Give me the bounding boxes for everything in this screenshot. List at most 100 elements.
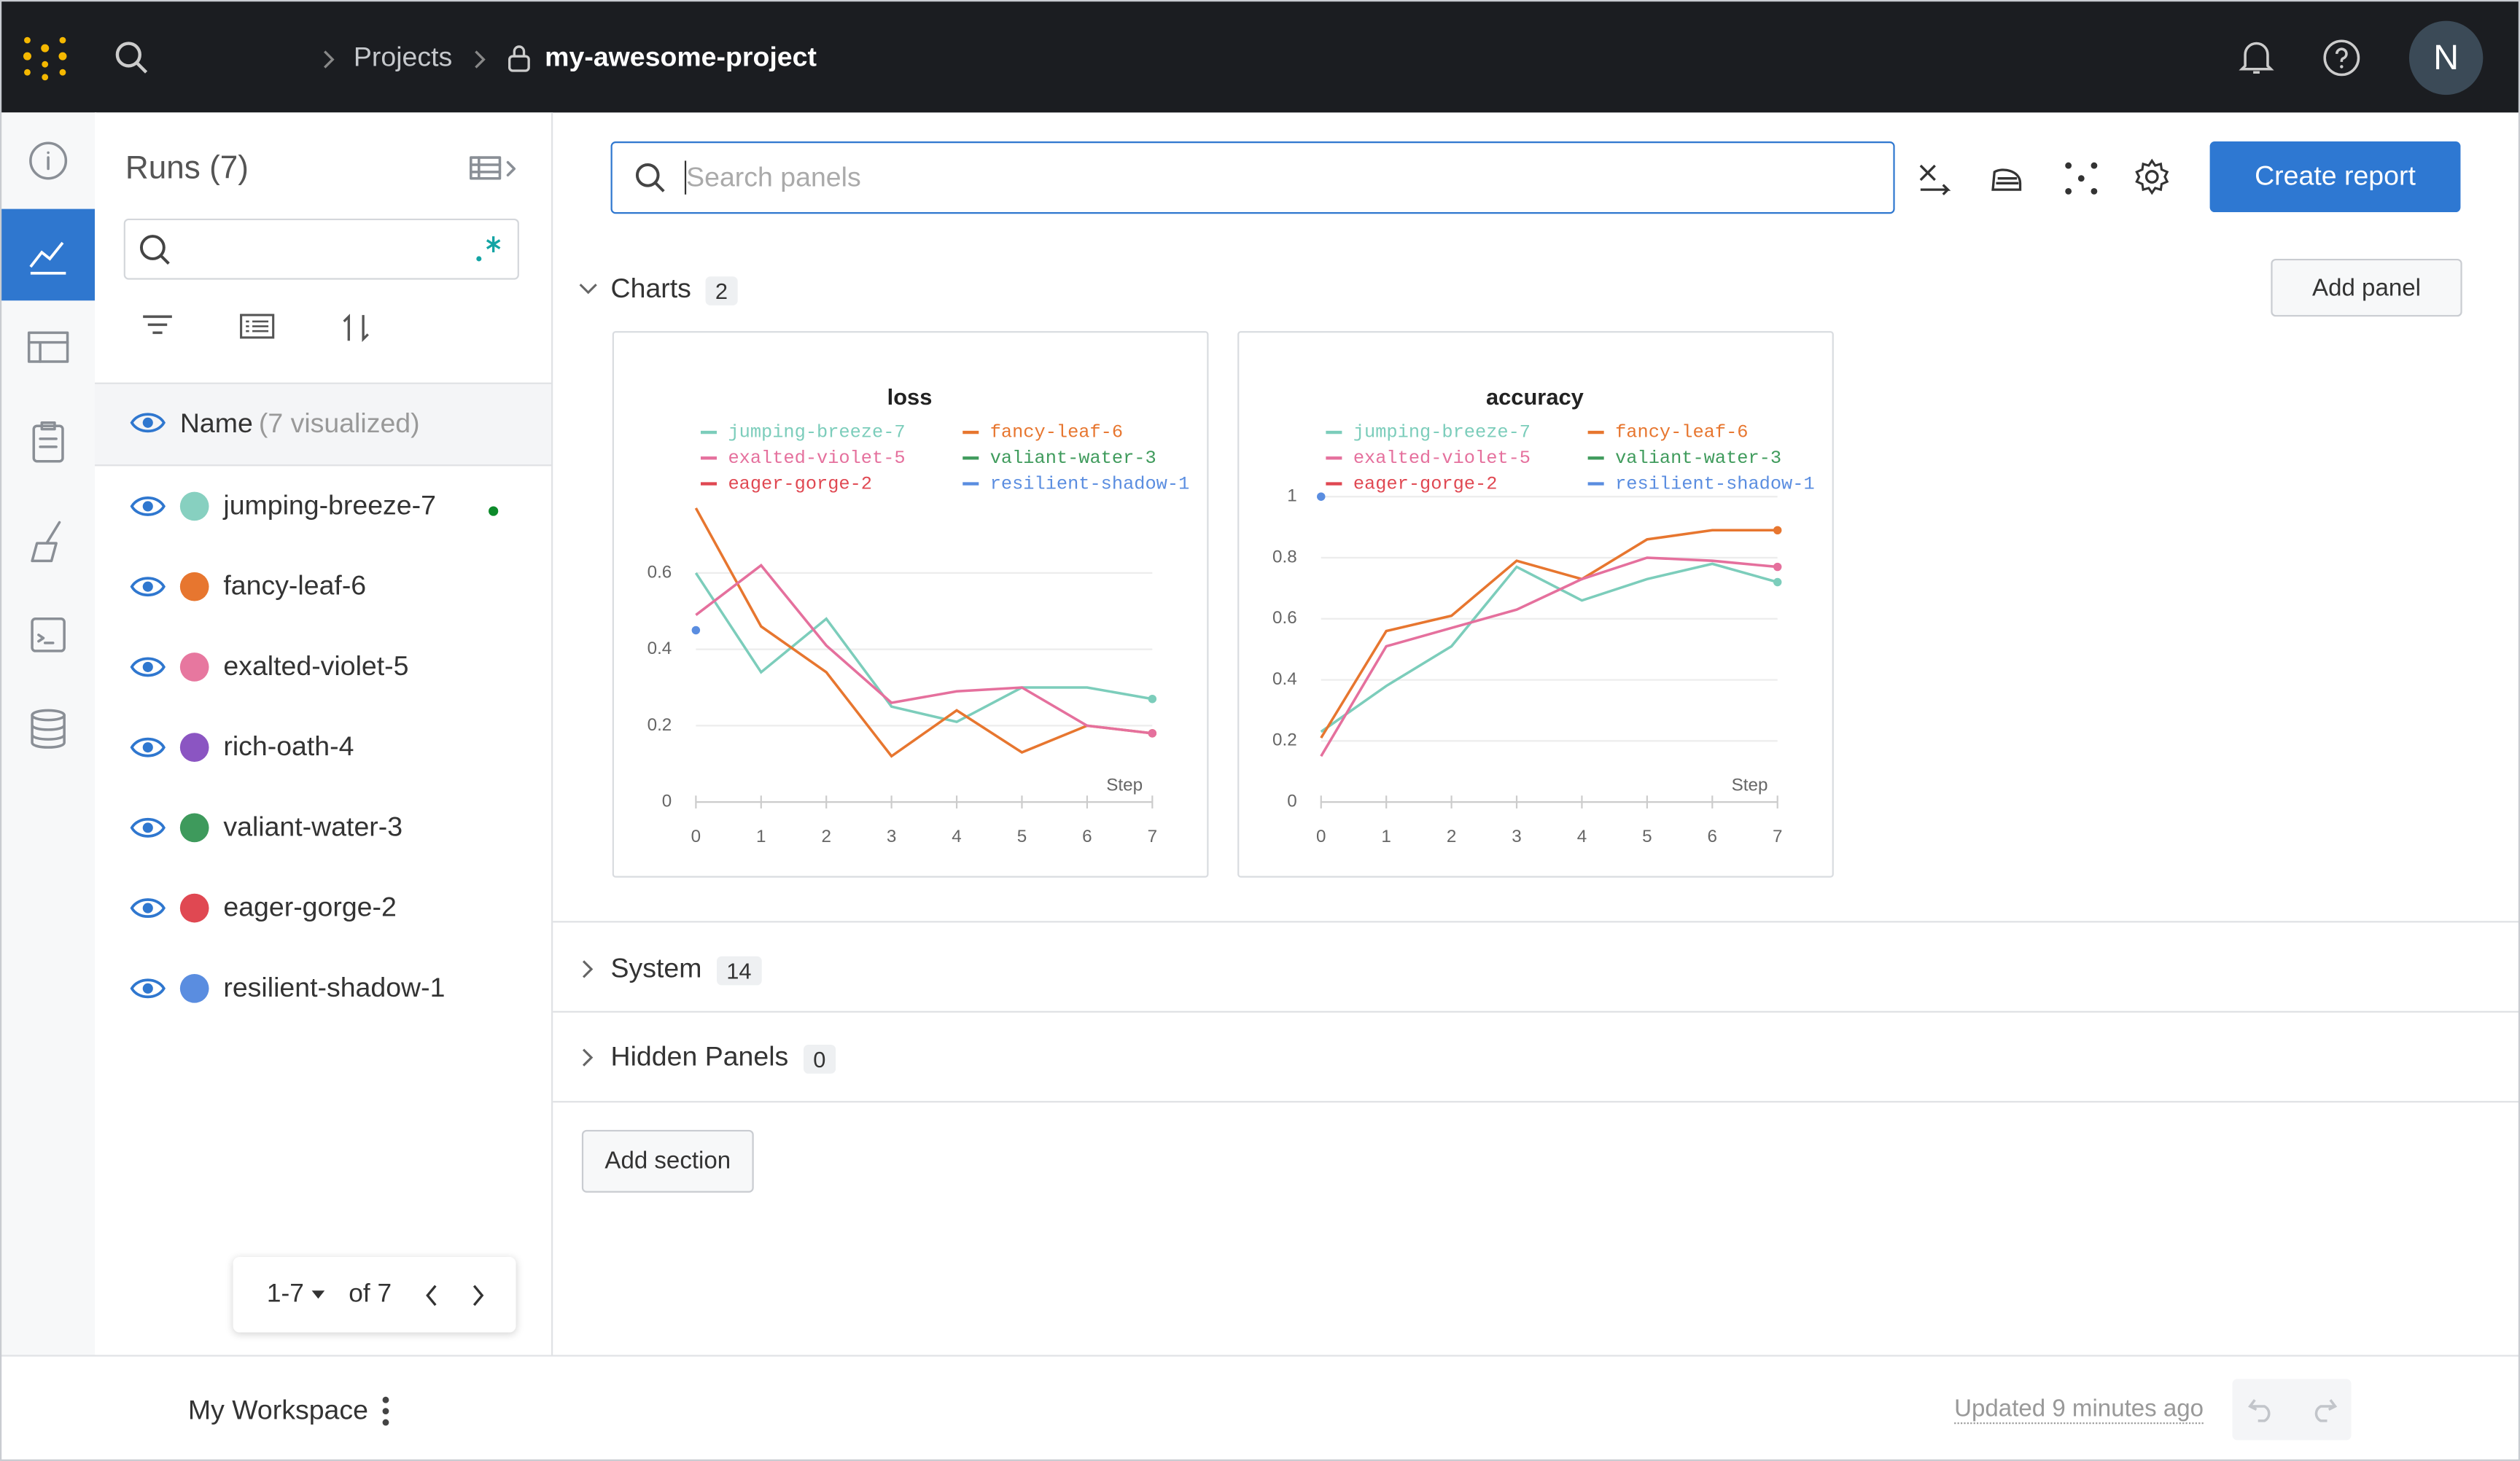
add-section-button[interactable]: Add section — [581, 1129, 754, 1193]
artifacts-icon[interactable] — [27, 707, 69, 752]
add-panel-button[interactable]: Add panel — [2271, 258, 2462, 317]
pagination: 1-7 of 7 — [233, 1256, 516, 1333]
y-tick-label: 0 — [1287, 792, 1296, 811]
y-tick-label: 0.2 — [648, 715, 672, 735]
help-icon[interactable] — [2322, 39, 2361, 77]
divider — [553, 921, 2520, 923]
run-row[interactable]: eager-gorge-2 — [95, 868, 551, 948]
legend-label: exalted-violet-5 — [728, 448, 905, 469]
name-header[interactable]: Name — [179, 408, 253, 439]
visibility-toggle[interactable] — [130, 895, 166, 921]
legend-label: eager-gorge-2 — [728, 473, 872, 494]
eye-pupil — [142, 903, 153, 913]
run-name[interactable]: jumping-breeze-7 — [223, 490, 436, 521]
run-color — [179, 893, 209, 923]
group-icon[interactable] — [238, 312, 276, 341]
section-count: 0 — [804, 1044, 836, 1074]
page-range[interactable]: 1-7 — [266, 1281, 304, 1309]
redo[interactable] — [2306, 1395, 2338, 1425]
footer: My Workspace Updated 9 minutes ago — [0, 1355, 2520, 1461]
filter-icon[interactable] — [140, 312, 175, 341]
outliers-icon[interactable] — [2062, 159, 2101, 198]
x-tick-label: 0 — [1316, 827, 1326, 846]
chart-title: loss — [887, 384, 933, 410]
expand-table-icon[interactable] — [467, 155, 522, 184]
visibility-toggle[interactable] — [130, 654, 166, 679]
breadcrumb-projects[interactable]: Projects — [353, 42, 453, 73]
runs-search[interactable] — [123, 218, 519, 280]
eye-outline — [130, 496, 166, 516]
run-color — [179, 491, 209, 521]
logs-icon[interactable] — [27, 614, 69, 655]
expand-chevron[interactable] — [578, 1046, 597, 1069]
series-end-point — [1148, 729, 1157, 738]
run-name[interactable]: valiant-water-3 — [223, 811, 403, 843]
eye-outline — [130, 657, 166, 677]
notifications-icon[interactable] — [2237, 39, 2276, 77]
sweeps-icon[interactable] — [27, 518, 69, 566]
regex-toggle[interactable] — [472, 233, 505, 265]
run-name[interactable]: exalted-violet-5 — [223, 650, 409, 682]
run-color — [179, 973, 209, 1003]
x-tick-label: 4 — [952, 827, 961, 846]
avatar[interactable]: N — [2408, 20, 2484, 96]
run-row[interactable]: exalted-violet-5 — [95, 627, 551, 707]
run-name[interactable]: fancy-leaf-6 — [223, 570, 367, 601]
chart-title: accuracy — [1486, 384, 1584, 410]
y-tick-label: 0.6 — [1272, 608, 1297, 628]
x-tick-label: 3 — [1512, 827, 1521, 846]
runs-header: Name (7 visualized) — [95, 382, 551, 467]
chart-panel[interactable]: loss jumping-breeze-7 fancy-leaf-6 exalted-… — [612, 331, 1209, 878]
visibility-toggle[interactable] — [130, 975, 166, 1001]
run-row[interactable]: rich-oath-4 — [95, 707, 551, 787]
eye-outline — [130, 737, 166, 757]
series-line — [1320, 556, 1778, 757]
run-name[interactable]: eager-gorge-2 — [223, 892, 397, 923]
workspace-name[interactable]: My Workspace — [187, 1395, 368, 1426]
x-axis-icon[interactable] — [1916, 160, 1954, 196]
chart: loss jumping-breeze-7 fancy-leaf-6 exalted-… — [648, 384, 1190, 846]
run-row[interactable]: jumping-breeze-7 — [95, 466, 551, 546]
workspace-menu[interactable] — [379, 1395, 392, 1431]
section-title[interactable]: System — [610, 953, 702, 984]
nav-active[interactable] — [0, 209, 96, 301]
visibility-toggle[interactable] — [130, 574, 166, 599]
expand-chevron[interactable] — [578, 958, 597, 981]
visibility-toggle[interactable] — [130, 494, 166, 519]
next-page[interactable] — [471, 1284, 487, 1306]
x-tick-label: 0 — [691, 827, 701, 846]
x-tick-label: 7 — [1148, 827, 1157, 846]
section-count: 2 — [705, 276, 738, 305]
prev-page[interactable] — [424, 1284, 440, 1306]
create-report-button[interactable]: Create report — [2209, 141, 2461, 213]
run-row[interactable]: valiant-water-3 — [95, 787, 551, 868]
run-name[interactable]: resilient-shadow-1 — [223, 972, 446, 1003]
section-title[interactable]: Charts — [610, 273, 691, 304]
table-icon[interactable] — [26, 328, 71, 367]
sort-icon[interactable] — [339, 312, 374, 344]
visualized-count: (7 visualized) — [258, 408, 420, 439]
reports-icon[interactable] — [29, 418, 68, 466]
section-title[interactable]: Hidden Panels — [610, 1041, 789, 1072]
visibility-toggle[interactable] — [130, 815, 166, 841]
collapse-chevron[interactable] — [577, 280, 599, 299]
search-icon[interactable] — [114, 40, 149, 76]
undo[interactable] — [2247, 1395, 2279, 1425]
panel-search[interactable]: Search panels — [610, 141, 1895, 214]
logo[interactable] — [23, 36, 74, 81]
y-tick-label: 0.6 — [648, 562, 672, 582]
x-tick-label: 3 — [887, 827, 896, 846]
overview-icon[interactable] — [27, 140, 69, 182]
undo-redo — [2232, 1379, 2352, 1441]
run-row[interactable]: resilient-shadow-1 — [95, 948, 551, 1029]
run-name[interactable]: rich-oath-4 — [223, 731, 354, 762]
visibility-toggle[interactable] — [130, 735, 166, 760]
series-line — [695, 564, 1153, 735]
chart-panel[interactable]: accuracy jumping-breeze-7 fancy-leaf-6 exal… — [1237, 331, 1834, 878]
run-row[interactable]: fancy-leaf-6 — [95, 547, 551, 627]
run-color — [179, 813, 209, 843]
breadcrumb-project[interactable]: my-awesome-project — [545, 42, 817, 73]
smoothing-icon[interactable] — [1986, 157, 2025, 196]
settings-icon[interactable] — [2133, 157, 2171, 196]
